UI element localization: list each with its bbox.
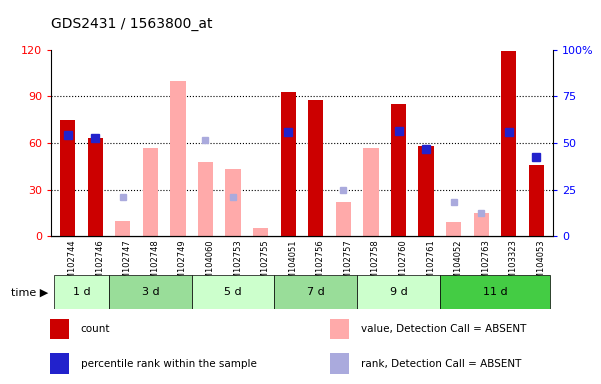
Bar <box>331 319 349 339</box>
Bar <box>446 222 461 236</box>
Bar <box>364 148 379 236</box>
Text: 1 d: 1 d <box>73 287 90 297</box>
Text: 7 d: 7 d <box>307 287 325 297</box>
Text: GSM102760: GSM102760 <box>398 239 407 290</box>
Bar <box>170 81 186 236</box>
Bar <box>109 275 192 309</box>
Text: GSM104060: GSM104060 <box>206 239 215 290</box>
Bar <box>54 275 109 309</box>
Bar <box>50 353 69 374</box>
Text: time ▶: time ▶ <box>11 287 48 297</box>
Bar <box>357 275 440 309</box>
Text: GSM102763: GSM102763 <box>481 239 490 290</box>
Bar <box>143 148 158 236</box>
Text: GSM104052: GSM104052 <box>454 239 463 290</box>
Text: 9 d: 9 d <box>389 287 407 297</box>
Bar <box>308 99 323 236</box>
Bar <box>474 213 489 236</box>
Bar <box>275 275 357 309</box>
Bar <box>253 228 268 236</box>
Text: GSM102747: GSM102747 <box>123 239 132 290</box>
Bar <box>331 353 349 374</box>
Bar <box>440 275 550 309</box>
Bar <box>336 202 351 236</box>
Bar <box>529 165 544 236</box>
Bar <box>88 138 103 236</box>
Text: GSM102753: GSM102753 <box>233 239 242 290</box>
Text: GSM102761: GSM102761 <box>426 239 435 290</box>
Text: GSM102749: GSM102749 <box>178 239 187 290</box>
Text: 11 d: 11 d <box>483 287 507 297</box>
Bar <box>198 162 213 236</box>
Bar <box>225 169 240 236</box>
Bar <box>418 146 434 236</box>
Text: percentile rank within the sample: percentile rank within the sample <box>81 359 257 369</box>
Text: GSM102744: GSM102744 <box>68 239 77 290</box>
Bar <box>115 221 130 236</box>
Text: rank, Detection Call = ABSENT: rank, Detection Call = ABSENT <box>361 359 521 369</box>
Text: GDS2431 / 1563800_at: GDS2431 / 1563800_at <box>51 17 213 31</box>
Text: 5 d: 5 d <box>224 287 242 297</box>
Text: GSM102755: GSM102755 <box>261 239 270 290</box>
Text: count: count <box>81 324 110 334</box>
Bar <box>308 101 323 236</box>
Text: value, Detection Call = ABSENT: value, Detection Call = ABSENT <box>361 324 526 334</box>
Text: GSM104053: GSM104053 <box>536 239 545 290</box>
Text: 3 d: 3 d <box>142 287 159 297</box>
Bar <box>281 92 296 236</box>
Text: GSM102758: GSM102758 <box>371 239 380 290</box>
Text: GSM104051: GSM104051 <box>288 239 297 290</box>
Text: GSM102746: GSM102746 <box>95 239 104 290</box>
Bar <box>501 51 516 236</box>
Text: GSM103323: GSM103323 <box>509 239 518 290</box>
Text: GSM102757: GSM102757 <box>343 239 352 290</box>
Text: GSM102748: GSM102748 <box>150 239 159 290</box>
Bar <box>60 120 75 236</box>
Bar <box>50 319 69 339</box>
Bar <box>391 104 406 236</box>
Bar <box>192 275 275 309</box>
Text: GSM102756: GSM102756 <box>316 239 325 290</box>
